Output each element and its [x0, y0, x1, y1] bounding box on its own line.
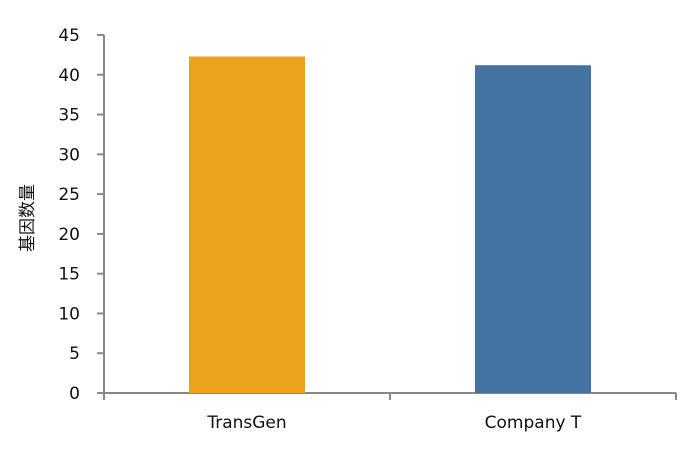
y-tick-label: 10: [58, 304, 80, 324]
y-tick-label: 15: [58, 265, 80, 285]
bar-transgen: [189, 56, 305, 393]
y-tick-label: 5: [69, 344, 80, 364]
x-tick-label: Company T: [485, 413, 582, 433]
bar-company-t: [475, 65, 591, 393]
x-axis: TransGen Company T: [103, 392, 677, 433]
y-tick-label: 40: [58, 66, 80, 86]
x-tick-label: TransGen: [206, 413, 286, 433]
y-tick-label: 35: [58, 106, 80, 126]
y-tick-label: 0: [69, 384, 80, 404]
bars: [189, 56, 591, 393]
y-tick-label: 45: [58, 26, 80, 46]
y-tick-label: 30: [58, 145, 80, 165]
y-axis-label: 基因数量: [18, 184, 38, 252]
y-axis: 0 5 10 15 20 25 30 35 40 45: [58, 26, 105, 404]
y-tick-label: 20: [58, 225, 80, 245]
y-tick-label: 25: [58, 185, 80, 205]
